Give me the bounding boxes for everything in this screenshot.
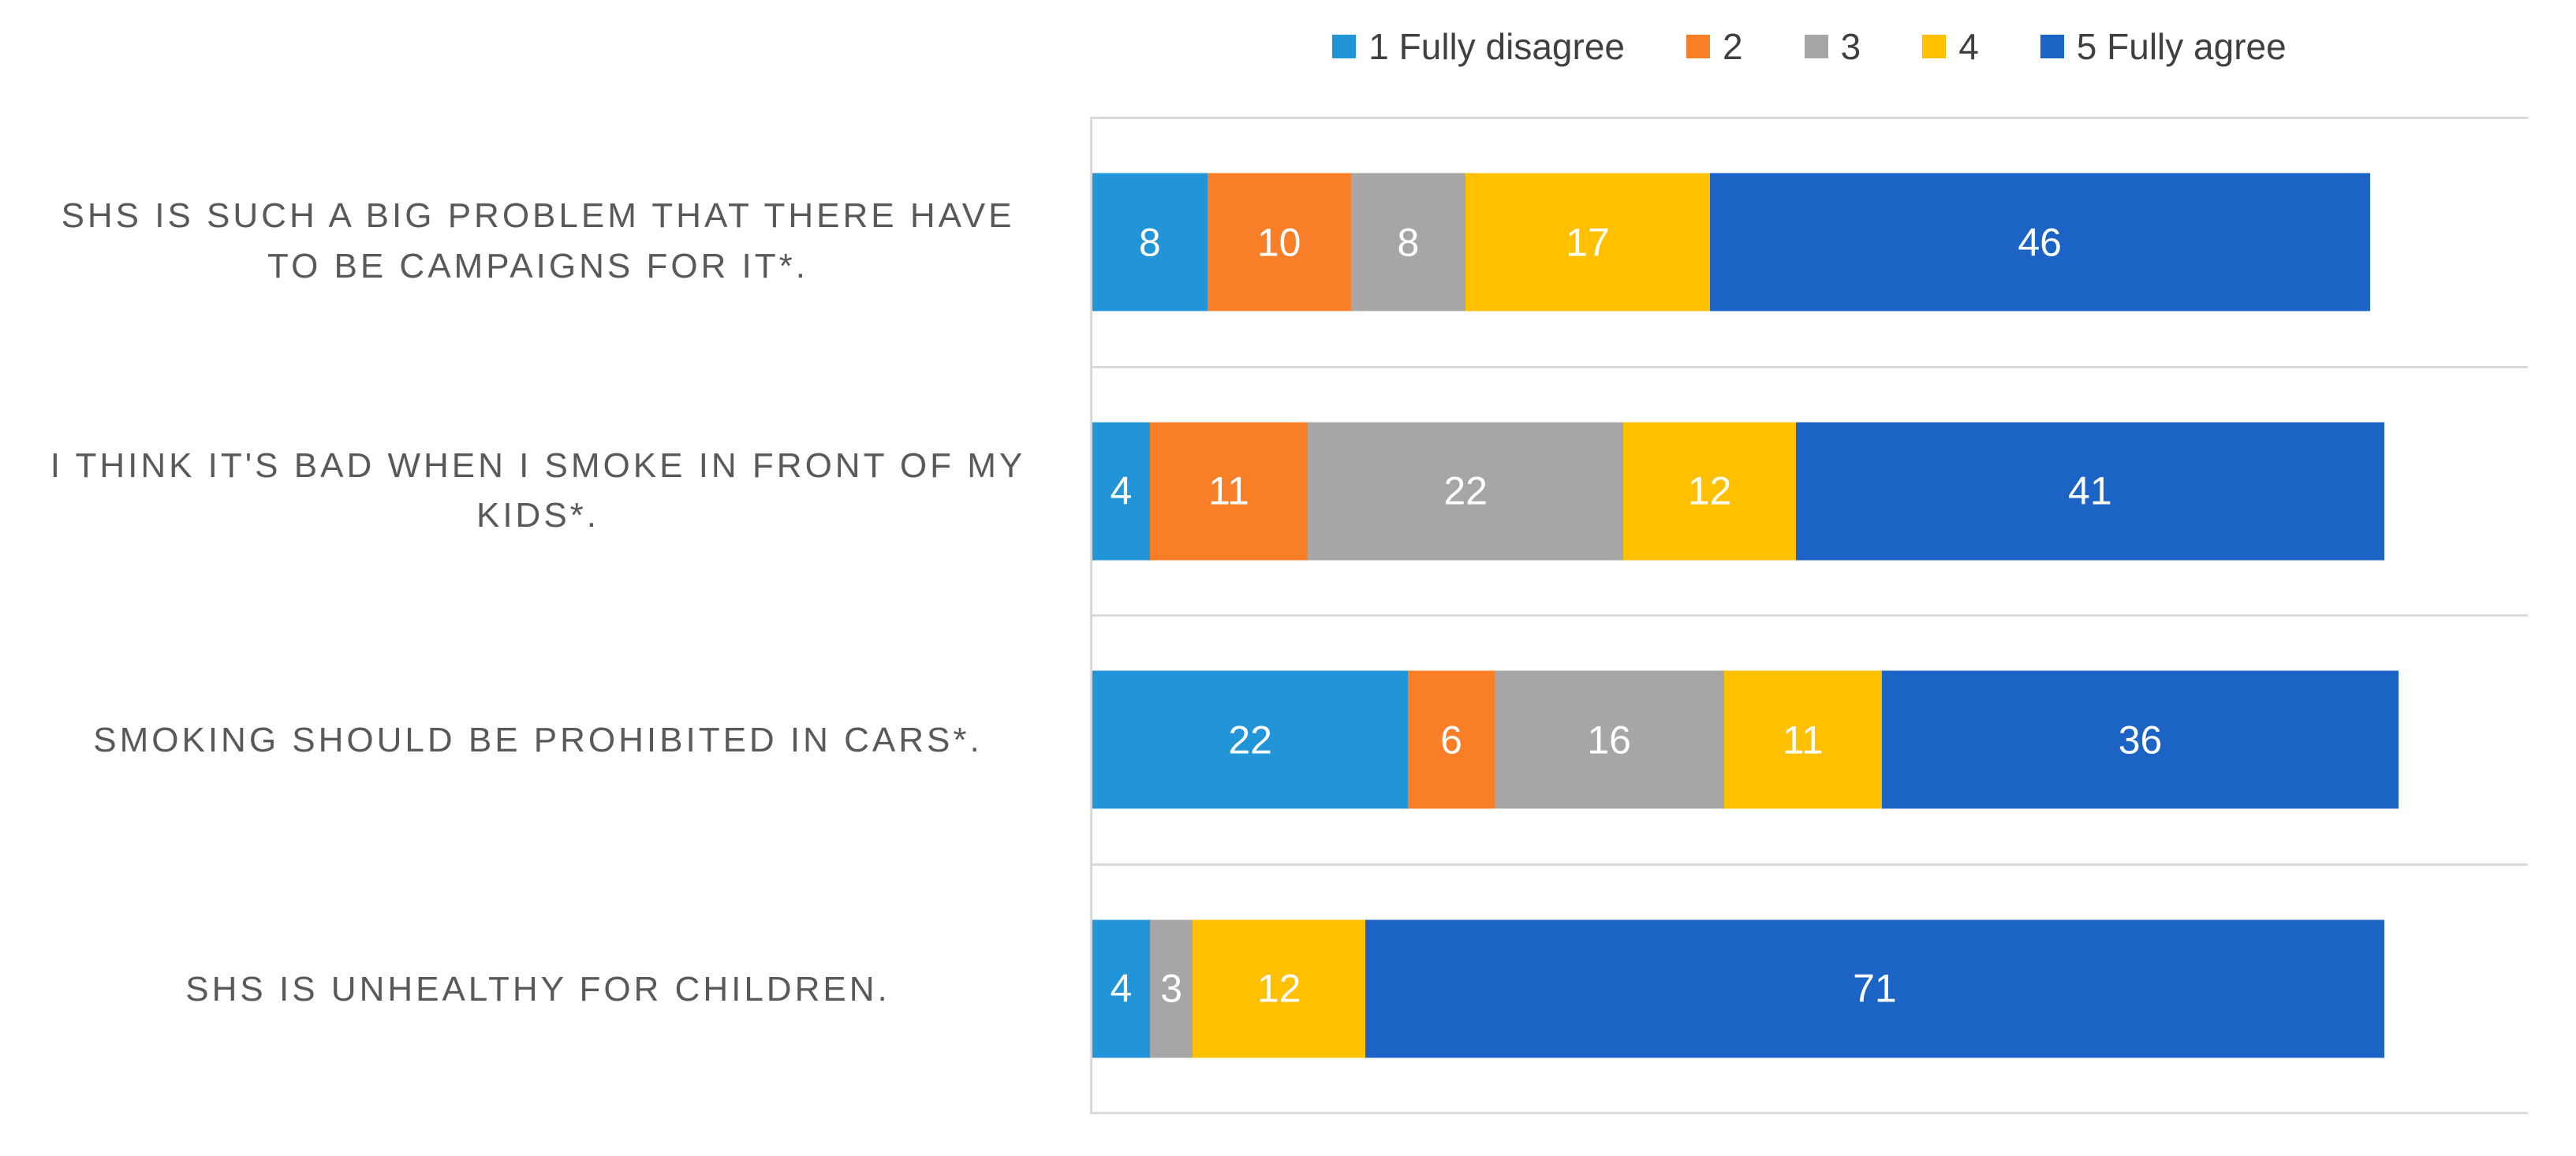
legend-label: 1 Fully disagree bbox=[1368, 26, 1625, 67]
segment-value-label: 3 bbox=[1160, 966, 1182, 1011]
category-band: 4 11 22 12 41 bbox=[1092, 365, 2528, 615]
bar-segment: 46 bbox=[1709, 173, 2370, 311]
segment-value-label: 22 bbox=[1228, 718, 1272, 763]
legend-label: 5 Fully agree bbox=[2076, 26, 2287, 67]
legend-label: 4 bbox=[1958, 26, 1979, 67]
category-band: 4 3 12 71 bbox=[1092, 863, 2528, 1113]
segment-value-label: 41 bbox=[2068, 468, 2112, 513]
segment-value-label: 71 bbox=[1853, 966, 1897, 1011]
bar-segment: 22 bbox=[1092, 670, 1409, 809]
bar-segment: 6 bbox=[1408, 670, 1495, 809]
segment-value-label: 11 bbox=[1208, 468, 1249, 513]
segment-value-label: 4 bbox=[1110, 468, 1133, 513]
bar-segment: 8 bbox=[1350, 173, 1466, 311]
bar-segment: 16 bbox=[1494, 670, 1724, 809]
category-label: SHS IS SUCH A BIG PROBLEM THAT THERE HAV… bbox=[61, 196, 1015, 286]
category-label: I THINK IT'S BAD WHEN I SMOKE IN FRONT O… bbox=[50, 446, 1026, 535]
legend-item: 2 bbox=[1686, 28, 1743, 65]
stacked-bar: 4 3 12 71 bbox=[1092, 919, 2528, 1058]
stacked-bar: 8 10 8 17 46 bbox=[1092, 173, 2528, 311]
bar-segment: 10 bbox=[1207, 173, 1351, 311]
plot-area: 8 10 8 17 46 4 11 22 12 41 22 6 16 11 36 4 3 12 71 bbox=[1090, 117, 2528, 1114]
category-label: SHS IS UNHEALTHY FOR CHILDREN. bbox=[185, 969, 890, 1009]
bar-segment: 36 bbox=[1881, 670, 2399, 809]
bar-segment: 11 bbox=[1723, 670, 1882, 809]
segment-value-label: 12 bbox=[1687, 468, 1732, 513]
segment-value-label: 10 bbox=[1256, 220, 1301, 265]
segment-value-label: 4 bbox=[1110, 966, 1133, 1011]
segment-value-label: 36 bbox=[2118, 718, 2163, 763]
bar-segment: 4 bbox=[1092, 422, 1150, 561]
bar-segment: 12 bbox=[1193, 919, 1365, 1058]
legend-swatch-icon bbox=[2040, 35, 2064, 58]
category-band: 22 6 16 11 36 bbox=[1092, 614, 2528, 863]
chart-legend: 1 Fully disagree 2 3 4 5 Fully agree bbox=[1090, 19, 2529, 74]
segment-value-label: 46 bbox=[2018, 220, 2062, 265]
bar-segment: 8 bbox=[1092, 173, 1208, 311]
segment-value-label: 6 bbox=[1440, 718, 1462, 763]
legend-swatch-icon bbox=[1922, 35, 1947, 58]
segment-value-label: 12 bbox=[1256, 966, 1301, 1011]
segment-value-label: 22 bbox=[1443, 468, 1488, 513]
stacked-bar: 4 11 22 12 41 bbox=[1092, 422, 2528, 561]
bar-segment: 22 bbox=[1307, 422, 1624, 561]
legend-item: 5 Fully agree bbox=[2040, 28, 2287, 65]
segment-value-label: 11 bbox=[1782, 718, 1824, 763]
segment-value-label: 16 bbox=[1587, 718, 1631, 763]
legend-swatch-icon bbox=[1686, 35, 1710, 58]
segment-value-label: 8 bbox=[1138, 220, 1161, 265]
stacked-bar: 22 6 16 11 36 bbox=[1092, 670, 2528, 809]
legend-label: 2 bbox=[1723, 26, 1743, 67]
bar-segment: 71 bbox=[1365, 919, 2384, 1058]
bar-segment: 3 bbox=[1149, 919, 1193, 1058]
category-axis-labels: SHS IS SUCH A BIG PROBLEM THAT THERE HAV… bbox=[0, 117, 1066, 1114]
legend-swatch-icon bbox=[1332, 35, 1357, 58]
bar-segment: 41 bbox=[1795, 422, 2384, 561]
bar-segment: 4 bbox=[1092, 919, 1150, 1058]
bar-segment: 12 bbox=[1623, 422, 1796, 561]
legend-swatch-icon bbox=[1804, 35, 1828, 58]
segment-value-label: 8 bbox=[1397, 220, 1420, 265]
legend-item: 1 Fully disagree bbox=[1332, 28, 1625, 65]
category-label: SMOKING SHOULD BE PROHIBITED IN CARS*. bbox=[93, 720, 983, 759]
legend-item: 3 bbox=[1804, 26, 1861, 67]
bar-segment: 11 bbox=[1149, 422, 1308, 561]
category-band: 8 10 8 17 46 bbox=[1092, 117, 2528, 366]
legend-label: 3 bbox=[1840, 26, 1861, 67]
bar-segment: 17 bbox=[1465, 173, 1710, 311]
legend-item: 4 bbox=[1922, 28, 1979, 65]
segment-value-label: 17 bbox=[1566, 220, 1610, 265]
